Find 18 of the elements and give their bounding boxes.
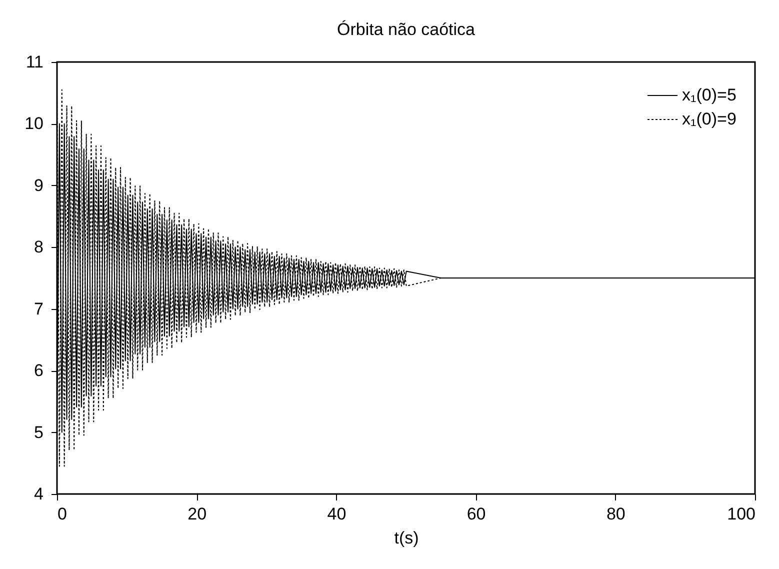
x-tick-label: 80 — [606, 504, 626, 524]
x-axis-title: t(s) — [394, 528, 419, 548]
legend-label: x₁(0)=5 — [682, 86, 736, 104]
y-tick-label: 11 — [26, 52, 44, 72]
y-tick-label: 4 — [34, 484, 44, 504]
y-tick-label: 10 — [24, 114, 44, 134]
x-tick-label: 20 — [188, 504, 207, 524]
x-tick-label: 0 — [58, 504, 67, 524]
x-tick-label: 60 — [466, 504, 486, 524]
chart-title: Órbita não caótica — [337, 20, 476, 39]
x-tick-label: 100 — [727, 504, 756, 524]
y-tick-label: 7 — [34, 299, 44, 318]
y-tick-label: 5 — [34, 422, 44, 442]
y-tick-label: 6 — [34, 361, 44, 380]
x-tick-label: 40 — [327, 504, 346, 524]
y-tick-label: 8 — [34, 238, 44, 257]
legend-label: x₁(0)=9 — [682, 110, 736, 128]
y-tick-label: 9 — [34, 176, 44, 195]
